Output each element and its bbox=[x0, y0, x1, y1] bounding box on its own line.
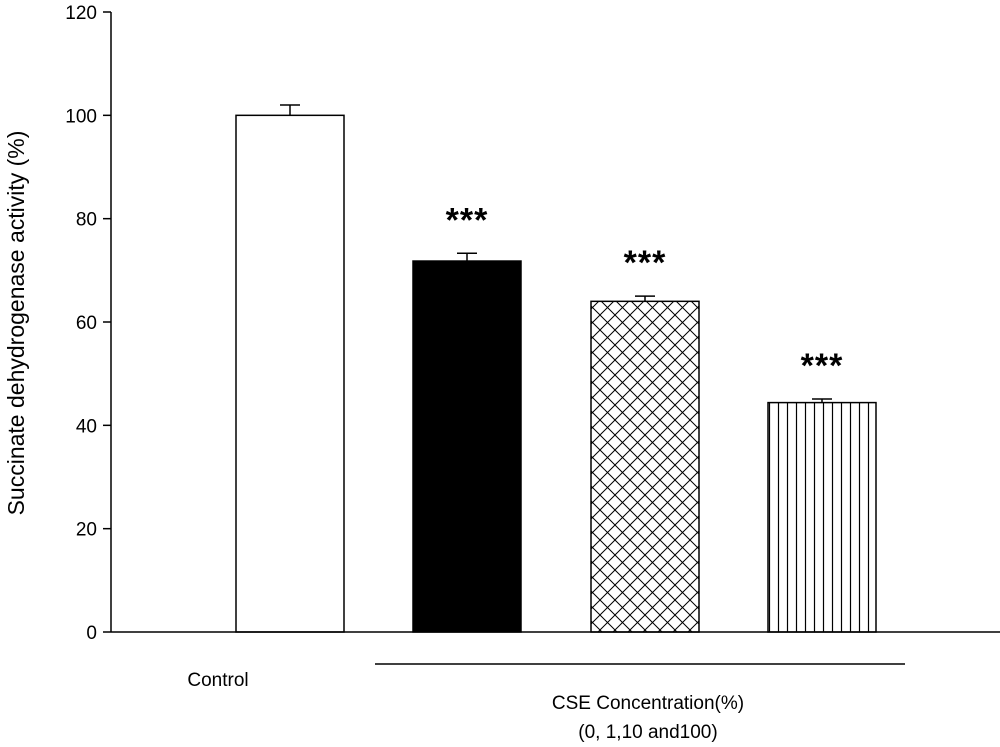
bar bbox=[412, 260, 522, 633]
axes bbox=[110, 12, 1000, 633]
bar bbox=[590, 300, 700, 633]
bars: *** *** *** bbox=[235, 104, 877, 633]
y-tick-label: 100 bbox=[65, 106, 97, 127]
treatment-label-line2: (0, 1,10 and100) bbox=[578, 722, 717, 743]
y-tick-label: 20 bbox=[76, 520, 97, 541]
y-tick-label: 120 bbox=[65, 3, 97, 24]
y-tick-label: 60 bbox=[76, 313, 97, 334]
control-label: Control bbox=[187, 670, 248, 691]
treatment-label-line1: CSE Concentration(%) bbox=[552, 693, 744, 714]
y-tick-label: 40 bbox=[76, 416, 97, 437]
significance-label: *** bbox=[446, 201, 489, 239]
significance-label: *** bbox=[801, 347, 844, 385]
y-axis-title: Succinate dehydrogenase activity (%) bbox=[3, 131, 29, 516]
bar bbox=[235, 114, 345, 633]
y-tick-label: 0 bbox=[86, 623, 97, 644]
y-tick-label: 80 bbox=[76, 210, 97, 231]
y-axis-ticks: 0 20 40 60 80 100 120 bbox=[65, 3, 111, 644]
significance-label: *** bbox=[624, 244, 667, 282]
bar bbox=[767, 401, 877, 633]
